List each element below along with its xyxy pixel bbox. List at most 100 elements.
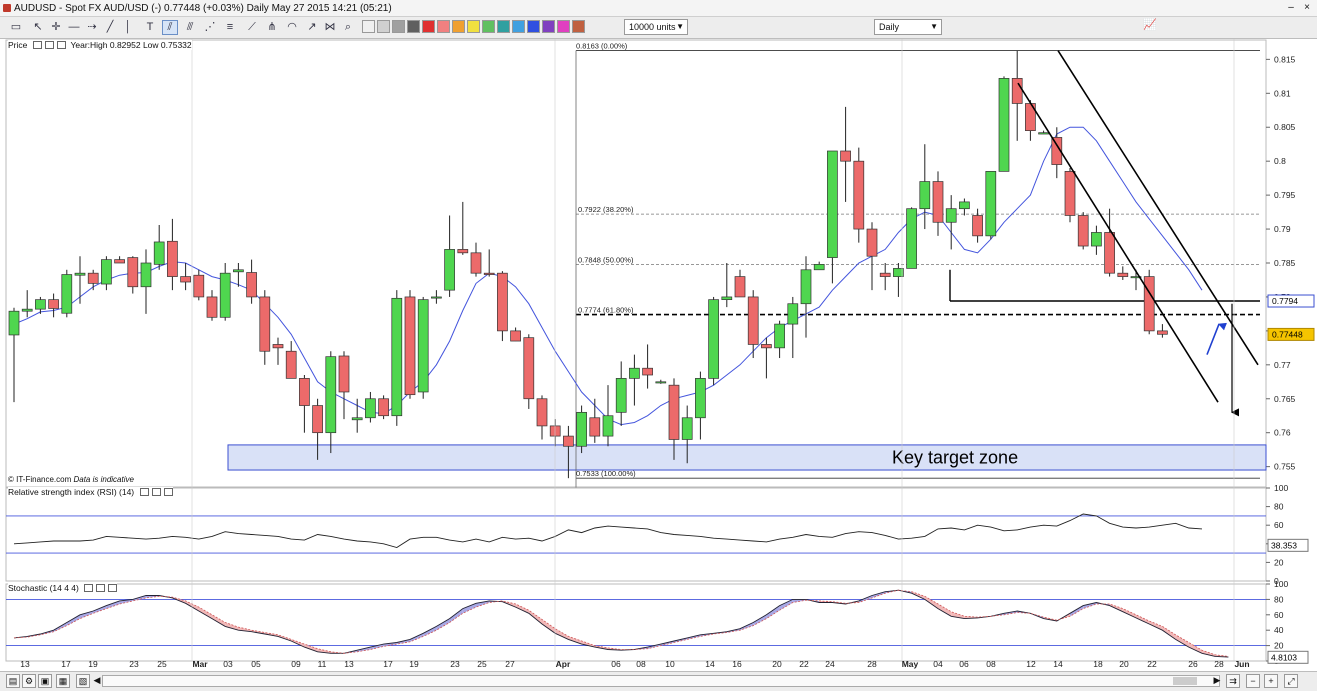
scroll-right-icon[interactable]: ▶ xyxy=(1213,675,1221,685)
close-icon[interactable] xyxy=(108,584,118,592)
stochastic-fill xyxy=(542,619,556,634)
stochastic-fill xyxy=(1083,602,1097,609)
text-tool-icon[interactable]: T xyxy=(146,21,154,33)
x-tick-label: 23 xyxy=(450,659,460,669)
y-tick-label: 0.815 xyxy=(1274,54,1296,64)
fibonacci-level-label: 0.7774 (61.80%) xyxy=(578,306,634,315)
chart-area[interactable]: 0.7550.760.7650.770.7750.780.7850.790.79… xyxy=(0,39,1317,671)
indicator-add-icon[interactable]: ▤ xyxy=(6,674,20,688)
candle-body xyxy=(35,299,46,310)
settings-icon[interactable] xyxy=(32,41,42,49)
autoscroll-icon[interactable]: ⇉ xyxy=(1226,674,1240,688)
horizontal-scrollbar[interactable] xyxy=(102,675,1220,687)
chart-template-icon[interactable]: 📈 xyxy=(1143,19,1157,31)
maximize-icon[interactable] xyxy=(44,41,54,49)
zoom-out-icon[interactable]: − xyxy=(1246,674,1260,688)
color-swatch[interactable] xyxy=(512,20,525,33)
trend-line-tool-icon[interactable]: ╱ xyxy=(106,21,114,33)
zoom-in-icon[interactable]: + xyxy=(1264,674,1278,688)
stochastic-fill xyxy=(462,603,476,614)
maximize-icon[interactable] xyxy=(151,488,161,496)
copyright-text: © IT-Finance.com xyxy=(8,475,72,484)
close-icon[interactable] xyxy=(163,488,173,496)
candle-body xyxy=(747,296,759,345)
scroll-left-icon[interactable]: ◀ xyxy=(93,675,101,685)
color-swatch[interactable] xyxy=(557,20,570,33)
print-icon[interactable]: ▦ xyxy=(56,674,70,688)
candle-body xyxy=(615,378,627,413)
stochastic-frame xyxy=(5,583,1267,662)
color-swatch[interactable] xyxy=(497,20,510,33)
x-tick-label: 28 xyxy=(1214,659,1224,669)
price-axis-tag-label: 0.7794 xyxy=(1272,296,1298,306)
color-swatch[interactable] xyxy=(422,20,435,33)
vertical-line-tool-icon[interactable]: │ xyxy=(124,21,132,33)
settings-icon[interactable]: ⚙ xyxy=(22,674,36,688)
parallel-lines-tool-icon[interactable]: ⫻ xyxy=(186,21,194,33)
fibonacci-level-label: 0.8163 (0.00%) xyxy=(576,42,628,51)
save-icon[interactable]: ▣ xyxy=(38,674,52,688)
candle-body xyxy=(48,299,59,309)
arc-tool-icon[interactable]: ◠ xyxy=(287,21,297,33)
stochastic-fill xyxy=(476,600,490,608)
stochastic-panel-title: Stochastic (14 4 4) xyxy=(8,583,79,593)
zoom-fit-icon[interactable]: ⤢ xyxy=(1284,674,1298,688)
color-swatch[interactable] xyxy=(392,20,405,33)
color-swatch[interactable] xyxy=(482,20,495,33)
x-tick-label: 14 xyxy=(705,659,715,669)
candle-body xyxy=(642,367,653,376)
grid-icon[interactable]: ▧ xyxy=(76,674,90,688)
color-swatch[interactable] xyxy=(407,20,420,33)
candle-body xyxy=(774,323,785,349)
gann-fan-tool-icon[interactable]: ⟋ xyxy=(248,21,256,33)
zoom-tool-icon[interactable]: ⌕ xyxy=(344,21,352,33)
candle-body xyxy=(787,303,799,325)
candle-body xyxy=(246,272,257,298)
crosshair-tool-icon[interactable]: ✛ xyxy=(51,21,61,33)
color-swatch[interactable] xyxy=(542,20,555,33)
pointer-tool-icon[interactable]: ↖ xyxy=(33,21,43,33)
maximize-icon[interactable] xyxy=(96,584,106,592)
candle-body xyxy=(827,150,838,258)
arrow-tool-icon[interactable]: ↗ xyxy=(307,21,317,33)
window-close-button[interactable]: × xyxy=(1304,2,1310,13)
y-tick-label: 100 xyxy=(1274,483,1288,493)
candle-body xyxy=(457,249,469,254)
color-swatch[interactable] xyxy=(572,20,585,33)
settings-icon[interactable] xyxy=(84,584,94,592)
close-icon[interactable] xyxy=(56,41,66,49)
x-tick-label: 11 xyxy=(318,659,327,669)
fibonacci-fan-tool-icon[interactable]: ⋰ xyxy=(204,21,216,33)
horizontal-line-tool-icon[interactable]: — xyxy=(68,21,80,33)
x-tick-label: 19 xyxy=(88,659,98,669)
window-titlebar: AUDUSD - Spot FX AUD/USD (-) 0.77448 (+0… xyxy=(0,0,1317,17)
color-swatch[interactable] xyxy=(362,20,375,33)
cycle-tool-icon[interactable]: ⋈ xyxy=(324,21,336,33)
color-swatch[interactable] xyxy=(437,20,450,33)
candle-body xyxy=(655,381,667,384)
stochastic-fill xyxy=(779,599,793,611)
color-swatch[interactable] xyxy=(377,20,390,33)
candle-body xyxy=(1117,272,1129,277)
ruler-tool-icon[interactable]: ▭ xyxy=(10,21,22,33)
andrews-pitchfork-tool-icon[interactable]: ⋔ xyxy=(267,21,277,33)
fibonacci-retracement-tool-icon[interactable]: ≡ xyxy=(226,21,234,33)
x-tick-label: 08 xyxy=(636,659,646,669)
stochastic-panel: 0 20 40 60 80 100 4.8103 xyxy=(5,579,1309,666)
units-select[interactable]: 10000 units ▼ xyxy=(624,19,688,35)
candle-body xyxy=(351,417,363,421)
candle-body xyxy=(444,249,455,291)
horizontal-ray-tool-icon[interactable]: ⇢ xyxy=(87,21,97,33)
channel-tool-icon[interactable]: ⫽ xyxy=(162,20,178,35)
stochastic-fill xyxy=(1070,605,1084,617)
period-select[interactable]: Daily ▼ xyxy=(874,19,942,35)
candle-body xyxy=(1038,132,1049,135)
color-swatch[interactable] xyxy=(527,20,540,33)
color-swatch[interactable] xyxy=(467,20,480,33)
window-minimize-button[interactable]: – xyxy=(1288,2,1294,13)
scrollbar-thumb[interactable] xyxy=(1173,677,1197,685)
color-swatch[interactable] xyxy=(452,20,465,33)
settings-icon[interactable] xyxy=(139,488,149,496)
stochastic-d-line xyxy=(13,589,1229,657)
candle-body xyxy=(972,215,983,237)
